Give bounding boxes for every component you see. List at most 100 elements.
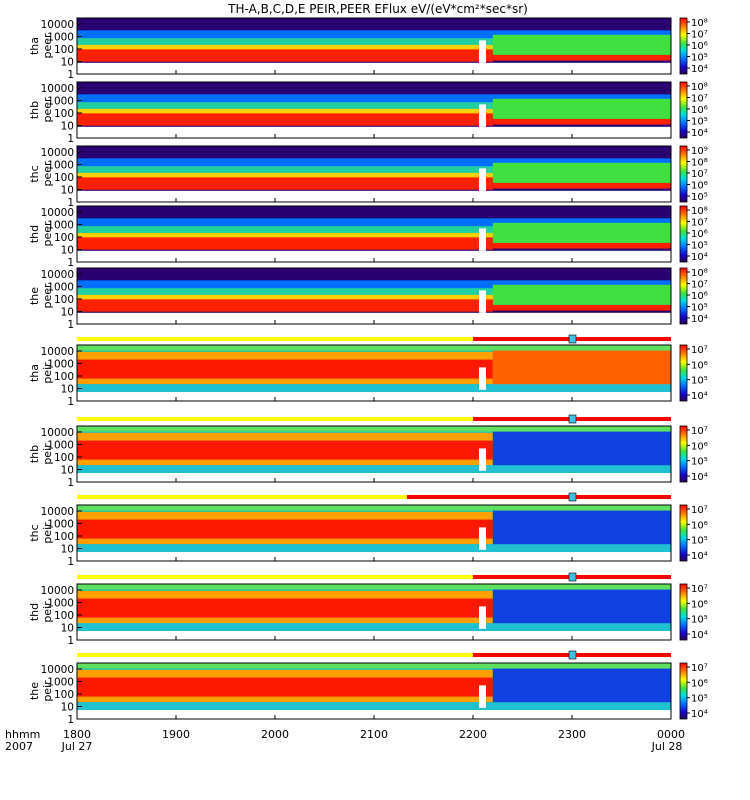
colorbar-tick-label: 10⁷	[691, 426, 708, 437]
spectrogram-band	[77, 232, 671, 239]
spectrogram-band	[77, 250, 671, 262]
spectrogram-band	[77, 280, 671, 291]
y-tick-label: 10000	[41, 346, 74, 358]
y-tick-label: 1000	[47, 518, 74, 530]
spectrogram-band	[77, 172, 671, 179]
colorbar-tick-label: 10⁵	[691, 457, 708, 468]
panel-probe-label: tha	[28, 364, 41, 382]
y-tick-label: 1	[67, 714, 74, 726]
spectrogram-band	[492, 182, 671, 189]
spectrogram-band	[492, 284, 671, 305]
colorbar-tick-label: 10⁶	[691, 181, 708, 192]
panel-probe-label: thc	[28, 165, 41, 182]
y-tick-label: 10	[61, 306, 74, 318]
panel-probe-label: thb	[28, 101, 41, 119]
y-tick-label: 1000	[47, 95, 74, 107]
spectrogram-band	[492, 222, 671, 243]
colorbar-tick-label: 10⁷	[691, 584, 708, 595]
y-tick-label: 100	[54, 371, 74, 383]
y-tick-label: 100	[54, 108, 74, 120]
colorbar-tick-label: 10⁷	[691, 663, 708, 674]
y-tick-label: 10000	[41, 427, 74, 439]
colorbar-tick-label: 10⁷	[691, 345, 708, 356]
spectrogram-band	[77, 392, 671, 401]
panel-instrument-label: peer	[41, 97, 54, 123]
colorbar-tick-label: 10⁵	[691, 615, 708, 626]
colorbar-tick-label: 10⁸	[691, 82, 708, 93]
data-gap	[479, 104, 486, 127]
y-tick-label: 10	[61, 464, 74, 476]
y-tick-label: 100	[54, 172, 74, 184]
y-tick-label: 100	[54, 232, 74, 244]
spectrogram-band	[77, 94, 671, 105]
spectrogram-band	[77, 38, 671, 46]
y-tick-label: 10000	[41, 147, 74, 159]
mode-bar	[77, 572, 671, 582]
spectrogram-band	[77, 623, 671, 632]
spectrogram-band	[77, 177, 493, 190]
y-tick-label: 10	[61, 56, 74, 68]
panel-probe-label: the	[28, 287, 41, 305]
colorbar-tick-label: 10⁴	[691, 630, 708, 641]
spectrogram-band	[77, 288, 671, 296]
y-tick-label: 10000	[41, 664, 74, 676]
colorbar-tick-label: 10⁴	[691, 709, 708, 720]
x-tick-label: 2000	[261, 728, 289, 741]
colorbar-tick-label: 10⁸	[691, 268, 708, 279]
mode-bar-survey	[77, 653, 473, 657]
y-tick-label: 100	[54, 689, 74, 701]
spectrogram-band	[492, 304, 671, 311]
colorbar-tick-label: 10⁵	[691, 192, 708, 203]
mode-bar-marker	[568, 334, 577, 344]
mode-bar	[77, 492, 671, 502]
spectrogram-band	[77, 465, 671, 474]
colorbar	[679, 662, 688, 720]
spectrogram-band	[492, 54, 671, 61]
x-tick-label: 2100	[360, 728, 388, 741]
colorbar-tick-label: 10⁶	[691, 678, 708, 689]
colorbar-tick-label: 10⁴	[691, 252, 708, 263]
panel-probe-label: thd	[28, 603, 41, 621]
figure-title: TH-A,B,C,D,E PEIR,PEER EFlux eV/(eV*cm²*…	[227, 2, 528, 16]
spectrogram-band	[77, 294, 671, 301]
panel-instrument-label: peer	[41, 33, 54, 59]
y-tick-label: 10	[61, 244, 74, 256]
data-gap	[479, 606, 486, 629]
y-tick-label: 1000	[47, 281, 74, 293]
y-tick-label: 10000	[41, 585, 74, 597]
y-tick-label: 10000	[41, 506, 74, 518]
spectrogram-band	[77, 359, 493, 379]
y-tick-label: 10000	[41, 19, 74, 31]
colorbar-tick-label: 10⁵	[691, 117, 708, 128]
panel-instrument-label: peer	[41, 283, 54, 309]
spectrogram-band	[77, 473, 671, 482]
colorbar	[679, 425, 688, 483]
y-tick-label: 1000	[47, 597, 74, 609]
data-gap	[479, 367, 486, 390]
y-tick-label: 1000	[47, 219, 74, 231]
colorbar-tick-label: 10⁶	[691, 291, 708, 302]
colorbar-tick-label: 10⁵	[691, 694, 708, 705]
panel-instrument-label: peer	[41, 161, 54, 187]
data-gap	[479, 685, 486, 708]
spectrogram-band	[77, 426, 671, 432]
spectrogram-band	[77, 505, 671, 511]
colorbar-tick-label: 10⁵	[691, 241, 708, 252]
spectrogram-band	[492, 34, 671, 55]
x-axis-units-label: hhmm	[5, 728, 40, 741]
spectrogram-band	[492, 98, 671, 119]
mode-bar-survey	[77, 495, 407, 499]
spectrogram-band	[77, 226, 671, 234]
y-tick-label: 1000	[47, 358, 74, 370]
mode-bar-marker	[568, 492, 577, 502]
spectrogram-band	[77, 544, 671, 553]
spectrogram-band	[77, 598, 493, 618]
y-tick-label: 100	[54, 452, 74, 464]
y-tick-label: 1	[67, 635, 74, 647]
spectrogram-band	[77, 126, 671, 138]
y-tick-label: 10000	[41, 269, 74, 281]
